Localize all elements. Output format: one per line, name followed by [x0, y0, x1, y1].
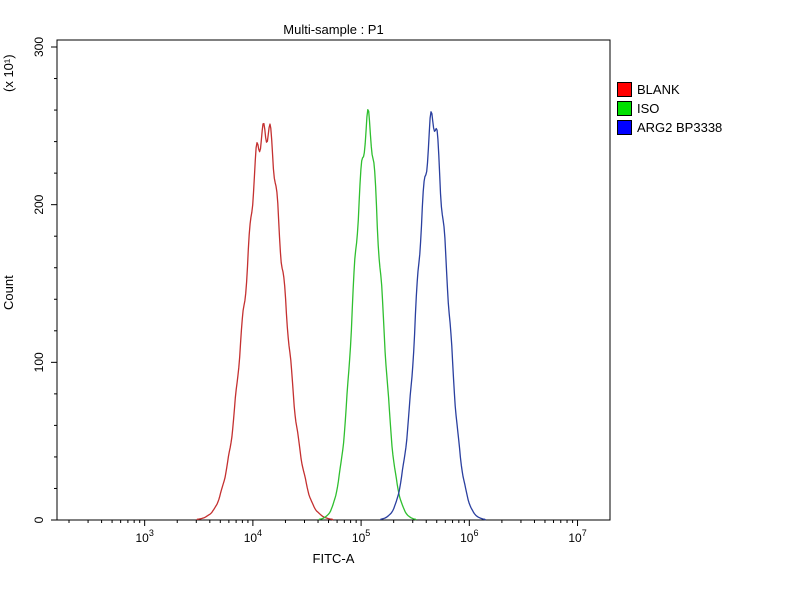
- legend-swatch: [617, 82, 632, 97]
- legend-row: BLANK: [617, 82, 722, 97]
- y-tick-label: 0: [32, 516, 46, 523]
- legend-row: ISO: [617, 101, 722, 116]
- legend-row: ARG2 BP3338: [617, 120, 722, 135]
- curve-iso: [318, 109, 417, 521]
- legend-swatch: [617, 120, 632, 135]
- plot-frame: [56, 39, 611, 521]
- legend-label: ARG2 BP3338: [637, 120, 723, 135]
- legend: BLANK ISO ARG2 BP3338: [617, 82, 722, 139]
- legend-swatch: [617, 101, 632, 116]
- y-tick-label: 100: [32, 352, 46, 372]
- y-tick-label: 200: [32, 194, 46, 214]
- legend-label: ISO: [637, 101, 660, 116]
- x-tick-label: 103: [135, 528, 153, 545]
- x-tick-label: 107: [568, 528, 586, 545]
- y-tick-label: 300: [32, 37, 46, 57]
- curve-arg2-bp3338: [380, 111, 486, 521]
- x-axis-label: FITC-A: [312, 551, 355, 566]
- x-tick-label: 104: [244, 528, 262, 545]
- x-tick-label: 106: [460, 528, 478, 545]
- curve-blank: [196, 122, 334, 521]
- legend-label: BLANK: [637, 82, 680, 97]
- chart-title: Multi-sample : P1: [283, 22, 384, 37]
- x-tick-label: 105: [352, 528, 370, 545]
